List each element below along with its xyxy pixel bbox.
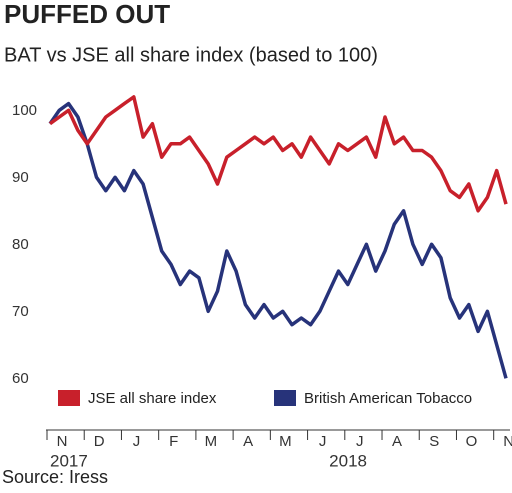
line xyxy=(48,101,508,379)
x-tick-label: J xyxy=(319,433,327,450)
x-tick-label: M xyxy=(205,433,218,450)
x-tick-label: N xyxy=(503,433,512,450)
year-label: 2017 xyxy=(50,451,88,470)
chart-title: PUFFED OUT xyxy=(4,0,170,29)
x-tick-label: D xyxy=(94,433,105,450)
x-tick-label: J xyxy=(133,433,141,450)
y-tick-label: 60 xyxy=(12,370,29,387)
x-tick-label: N xyxy=(57,433,68,450)
legend-swatch xyxy=(274,390,296,406)
x-tick-label: A xyxy=(392,433,402,450)
y-tick-label: 90 xyxy=(12,169,29,186)
legend-swatch xyxy=(58,390,80,406)
x-tick-label: O xyxy=(466,433,478,450)
legend-label: British American Tobacco xyxy=(304,390,472,407)
y-tick-label: 80 xyxy=(12,236,29,253)
x-tick-label: J xyxy=(356,433,364,450)
x-tick-label: F xyxy=(169,433,178,450)
y-tick-label: 70 xyxy=(12,303,29,320)
x-tick-label: M xyxy=(279,433,292,450)
source: Source: Iress xyxy=(2,467,108,487)
year-label: 2018 xyxy=(329,451,367,470)
x-tick-label: S xyxy=(429,433,439,450)
y-tick-label: 100 xyxy=(12,102,37,119)
line xyxy=(48,95,508,213)
x-tick-label: A xyxy=(243,433,253,450)
legend-label: JSE all share index xyxy=(88,390,217,407)
chart-subtitle: BAT vs JSE all share index (based to 100… xyxy=(4,44,378,66)
